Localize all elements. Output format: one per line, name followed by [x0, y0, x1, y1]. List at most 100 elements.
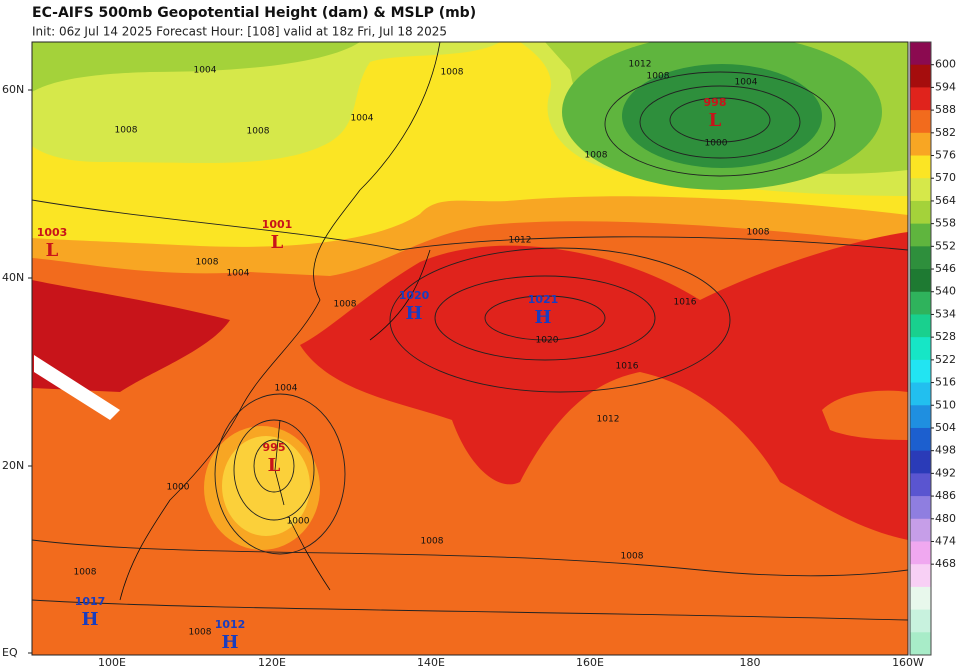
isobar-label: 1008	[196, 258, 219, 268]
colorbar-swatch	[910, 64, 931, 88]
colorbar-label: 486	[935, 489, 956, 502]
colorbar-swatch	[910, 496, 931, 520]
colorbar-swatch	[910, 291, 931, 315]
isobar-label: 1004	[227, 269, 250, 279]
field-band	[300, 232, 908, 540]
colorbar-swatch	[910, 314, 931, 338]
center-value: 1017	[75, 595, 106, 608]
center-symbol: H	[221, 632, 238, 653]
center-symbol: H	[405, 303, 422, 324]
colorbar-swatch	[910, 110, 931, 134]
isobar-label: 1008	[585, 151, 608, 161]
colorbar-label: 522	[935, 353, 956, 366]
colorbar-swatch	[910, 178, 931, 202]
lon-label: 180	[740, 656, 761, 669]
colorbar-swatch	[910, 609, 931, 633]
isobars	[32, 71, 908, 621]
center-value: 1003	[37, 226, 68, 239]
center-symbol: H	[534, 307, 551, 328]
colorbar-label: 492	[935, 466, 956, 479]
isobar-label: 1016	[674, 298, 697, 308]
isobar-label: 1008	[441, 68, 464, 78]
center-symbol: L	[271, 232, 284, 253]
colorbar-label: 558	[935, 217, 956, 230]
isobar-label: 1008	[621, 552, 644, 562]
colorbar-label: 528	[935, 330, 956, 343]
map-frame	[31, 41, 909, 656]
track-arrow	[34, 355, 120, 420]
isobar-label: 1000	[705, 139, 728, 149]
center-value: 995	[263, 441, 286, 454]
colorbar-swatch	[910, 427, 931, 452]
field-band	[32, 42, 360, 92]
colorbar-label: 588	[935, 103, 956, 116]
colorbar-swatch	[910, 87, 931, 111]
colorbar-label: 552	[935, 239, 956, 252]
center-value: 1020	[399, 289, 430, 302]
colorbar-label: 600	[935, 58, 956, 71]
colorbar-swatch	[910, 359, 931, 384]
colorbar-swatch	[910, 42, 931, 66]
isobar-label: 1012	[597, 415, 620, 425]
colorbar-label: 594	[935, 80, 956, 93]
colorbar-swatch	[910, 382, 931, 406]
isobar-label: 1000	[287, 517, 310, 527]
colorbar-label: 540	[935, 285, 956, 298]
colorbar-label: 546	[935, 262, 956, 275]
field-band	[622, 64, 822, 168]
center-symbol: L	[709, 110, 722, 131]
isobar-label: 1008	[247, 127, 270, 137]
colorbar-swatch	[910, 246, 931, 270]
field-band	[32, 280, 230, 392]
lon-label: 120E	[258, 656, 286, 669]
subtitle: Init: 06z Jul 14 2025 Forecast Hour: [10…	[32, 25, 447, 39]
colorbar-swatch	[910, 541, 931, 565]
colorbar-label: 534	[935, 307, 956, 320]
colorbar-swatch	[910, 200, 931, 225]
center-value: 1021	[528, 293, 559, 306]
lon-label: 140E	[417, 656, 445, 669]
lat-label: 20N	[2, 459, 24, 472]
center-value: 998	[704, 96, 727, 109]
colorbar-swatch	[910, 564, 931, 588]
isobar-label: 1004	[194, 66, 217, 76]
center-symbol: H	[81, 609, 98, 630]
colorbar-label: 504	[935, 421, 956, 434]
colorbar-label: 510	[935, 398, 956, 411]
colorbar-swatch	[910, 586, 931, 611]
isobar-label: 1004	[275, 384, 298, 394]
colorbar-label: 564	[935, 194, 956, 207]
colorbar-swatch	[910, 155, 931, 179]
colorbar-swatch	[910, 337, 931, 361]
field-band	[222, 436, 310, 536]
center-symbol: L	[268, 455, 281, 476]
colorbar-label: 576	[935, 149, 956, 162]
lon-label: 160E	[576, 656, 604, 669]
colorbar-label: 570	[935, 171, 956, 184]
isobar-label: 1004	[351, 114, 374, 124]
colorbar-frame	[909, 41, 932, 656]
lon-label: 100E	[98, 656, 126, 669]
isobar-label: 1008	[74, 568, 97, 578]
isobar-label: 1008	[115, 126, 138, 136]
isobar-label: 1008	[647, 72, 670, 82]
isobar-label: 1000	[167, 483, 190, 493]
isobar-label: 1016	[616, 362, 639, 372]
lat-label: EQ	[2, 646, 18, 659]
lon-label: 160W	[892, 656, 924, 669]
colorbar-swatch	[910, 473, 931, 497]
coastlines	[119, 42, 441, 601]
colorbar-label: 516	[935, 376, 956, 389]
colorbar-swatch	[910, 632, 931, 656]
isobar-label: 1008	[189, 628, 212, 638]
field-band	[822, 390, 908, 440]
isobar-label: 1004	[735, 78, 758, 88]
lat-label: 40N	[2, 271, 24, 284]
lat-label: 60N	[2, 83, 24, 96]
colorbar-swatch	[910, 223, 931, 247]
colorbar-swatch	[910, 518, 931, 542]
center-value: 1012	[215, 618, 246, 631]
colorbar-swatch	[910, 269, 931, 293]
map-fields	[32, 42, 908, 655]
